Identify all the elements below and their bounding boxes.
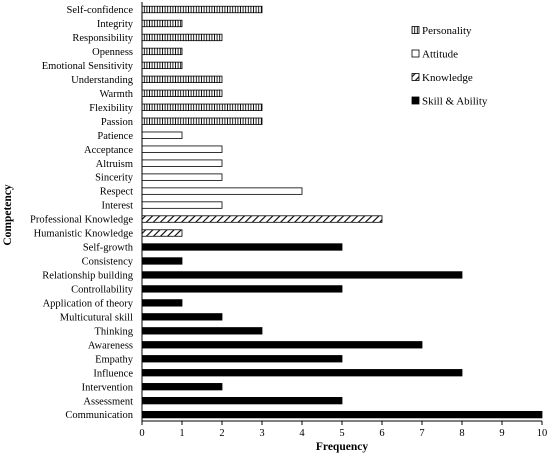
- legend: Personality Attitude Knowledge Skill & Abil…: [411, 25, 488, 107]
- legend-label: Knowledge: [422, 72, 473, 84]
- legend-swatch-attitude: [411, 49, 420, 58]
- x-axis-title: Frequency: [316, 441, 368, 453]
- bar-professional-knowledge: [141, 215, 383, 223]
- legend-label: Skill & Ability: [422, 95, 488, 107]
- bar-understanding: [141, 75, 223, 83]
- bar-warmth: [141, 89, 223, 97]
- x-tick-label: 6: [379, 428, 384, 439]
- bar-self-growth: [141, 243, 343, 251]
- category-label: Multicutural skill: [60, 312, 133, 323]
- bar-patience: [141, 131, 183, 139]
- bar-openness: [141, 47, 183, 56]
- bar-relationship-building: [141, 271, 463, 279]
- category-label: Communication: [65, 410, 133, 421]
- category-label: Intervention: [82, 382, 134, 393]
- bar-acceptance: [141, 145, 223, 153]
- bars-layer: [141, 5, 543, 419]
- x-tick-label: 9: [499, 428, 504, 439]
- x-tick-label: 5: [339, 428, 344, 439]
- bar-multicutural-skill: [141, 313, 223, 321]
- x-tick-label: 10: [537, 428, 548, 439]
- category-label: Sincerity: [95, 173, 134, 184]
- category-label: Understanding: [71, 75, 134, 86]
- category-label: Integrity: [97, 19, 134, 30]
- bar-flexibility: [141, 103, 263, 111]
- bar-passion: [141, 117, 263, 125]
- bar-sincerity: [141, 173, 223, 181]
- category-label: Empathy: [95, 354, 134, 365]
- legend-swatch-skill-ability: [411, 96, 420, 105]
- x-tick-label: 2: [219, 428, 224, 439]
- x-tick-label: 1: [179, 428, 184, 439]
- category-label: Thinking: [95, 326, 134, 337]
- category-labels: Self-confidence Integrity Responsibility Op…: [30, 5, 134, 421]
- bar-communication: [141, 410, 543, 419]
- legend-label: Attitude: [422, 48, 458, 60]
- category-label: Warmth: [99, 89, 133, 100]
- y-axis-title: Competency: [2, 184, 14, 246]
- x-tick-label: 4: [299, 428, 305, 439]
- bar-thinking: [141, 327, 263, 335]
- category-label: Flexibility: [89, 103, 134, 114]
- category-label: Altruism: [96, 159, 133, 170]
- x-tick-label: 0: [139, 428, 144, 439]
- bar-influence: [141, 369, 463, 377]
- legend-label: Personality: [422, 25, 472, 37]
- category-label: Relationship building: [42, 271, 133, 282]
- bar-assessment: [141, 397, 343, 405]
- category-label: Application of theory: [43, 298, 134, 309]
- category-label: Responsibility: [72, 33, 133, 44]
- bar-respect: [141, 187, 303, 195]
- x-axis-ticks: 0 1 2 3 4 5 6 7 8 9 10: [139, 421, 547, 439]
- bar-emotional-sensitivity: [141, 61, 183, 70]
- x-tick-label: 7: [419, 428, 424, 439]
- category-label: Openness: [92, 47, 133, 58]
- category-label: Respect: [100, 187, 133, 198]
- bar-responsibility: [141, 33, 223, 42]
- bar-controllability: [141, 285, 343, 293]
- bar-self-confidence: [141, 5, 263, 14]
- legend-swatch-knowledge: [411, 73, 420, 81]
- bar-empathy: [141, 355, 343, 363]
- bar-interest: [141, 201, 223, 209]
- category-label: Patience: [97, 131, 133, 142]
- legend-swatch-personality: [411, 26, 420, 34]
- category-label: Assessment: [83, 396, 133, 407]
- category-label: Controllability: [71, 285, 134, 296]
- x-tick-label: 3: [259, 428, 264, 439]
- bar-altruism: [141, 159, 223, 167]
- bar-integrity: [141, 19, 183, 28]
- category-label: Interest: [102, 201, 134, 212]
- category-label: Self-confidence: [67, 5, 134, 16]
- x-tick-label: 8: [459, 428, 464, 439]
- category-label: Influence: [93, 368, 133, 379]
- bar-application-of-theory: [141, 299, 183, 307]
- bar-awareness: [141, 341, 423, 349]
- category-label: Awareness: [88, 340, 133, 351]
- category-label: Professional Knowledge: [30, 215, 133, 226]
- bar-consistency: [141, 257, 183, 265]
- category-label: Humanistic Knowledge: [34, 229, 134, 240]
- category-label: Passion: [101, 117, 134, 128]
- bar-intervention: [141, 383, 223, 391]
- category-label: Self-growth: [83, 243, 134, 254]
- category-label: Emotional Sensitivity: [42, 61, 134, 72]
- category-label: Acceptance: [84, 145, 133, 156]
- bar-humanistic-knowledge: [141, 229, 183, 237]
- category-label: Consistency: [82, 257, 134, 268]
